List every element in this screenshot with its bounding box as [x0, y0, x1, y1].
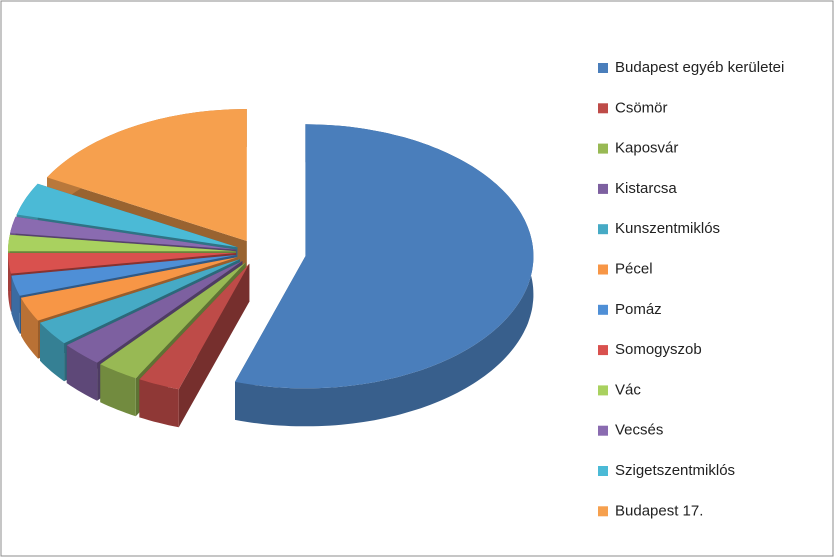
legend-label: Pécel — [615, 260, 653, 277]
legend-label: Vecsés — [615, 422, 663, 439]
legend-label: Vác — [615, 381, 641, 398]
slice — [11, 255, 237, 296]
legend-swatch — [598, 103, 608, 114]
slice — [66, 261, 243, 363]
legend-label: Csömör — [615, 99, 668, 116]
slice-wall — [21, 297, 38, 359]
legend-swatch — [598, 506, 608, 517]
slice-wall — [100, 364, 136, 417]
slice — [139, 263, 250, 390]
legend-swatch — [598, 264, 608, 275]
slice — [16, 183, 238, 248]
slice — [47, 109, 247, 241]
legend-swatch — [598, 345, 608, 356]
slice-wall — [11, 275, 20, 334]
legend-label: Kunszentmiklós — [615, 220, 720, 237]
slice — [100, 262, 246, 379]
slice — [21, 257, 238, 321]
legend-label: Kaposvár — [615, 140, 678, 157]
slice-wall — [139, 379, 179, 428]
slice — [235, 124, 534, 389]
legend-label: Kistarcsa — [615, 180, 677, 197]
legend-label: Budapest egyéb kerületei — [615, 59, 784, 76]
legend-swatch — [598, 304, 608, 315]
legend-swatch — [598, 143, 608, 154]
legend-swatch — [598, 63, 608, 73]
slice-wall — [40, 322, 65, 382]
slice-wall — [66, 345, 98, 401]
legend-label: Somogyszob — [615, 341, 702, 358]
legend-swatch — [598, 183, 608, 194]
legend-swatch — [598, 466, 608, 476]
slice — [8, 234, 236, 252]
legend-swatch — [598, 385, 608, 396]
slice — [40, 259, 240, 344]
slice-wall — [8, 253, 11, 312]
legend-label: Pomáz — [615, 301, 662, 318]
slice — [10, 216, 237, 250]
legend-swatch — [598, 425, 608, 436]
legend-swatch — [598, 224, 608, 235]
legend-label: Szigetszentmiklós — [615, 462, 735, 479]
slice — [8, 253, 237, 274]
slice-wall — [235, 124, 534, 427]
legend-label: Budapest 17. — [615, 502, 703, 519]
